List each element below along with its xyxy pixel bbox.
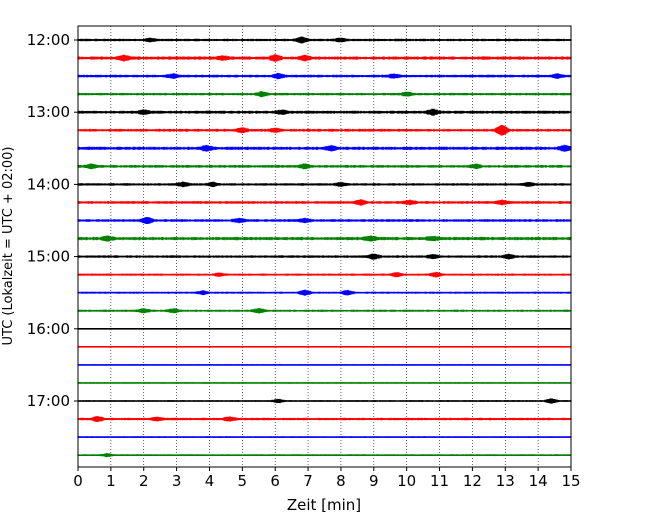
y-tick-label: 14:00 — [27, 175, 70, 193]
y-tick-label: 16:00 — [27, 320, 70, 338]
x-tick-label: 13 — [496, 472, 515, 490]
x-tick-label: 3 — [172, 472, 182, 490]
x-tick-label: 6 — [270, 472, 280, 490]
y-tick-label: 13:00 — [27, 103, 70, 121]
x-tick-label: 1 — [106, 472, 116, 490]
x-tick-label: 9 — [369, 472, 379, 490]
x-axis: 0 1 2 3 4 5 6 7 8 9 10 11 12 13 14 15 — [73, 467, 581, 490]
x-tick-label: 7 — [303, 472, 313, 490]
x-tick-label: 4 — [205, 472, 215, 490]
y-tick-label: 15:00 — [27, 248, 70, 266]
y-tick-label: 12:00 — [27, 31, 70, 49]
x-tick-label: 2 — [139, 472, 149, 490]
y-tick-label: 17:00 — [27, 392, 70, 410]
x-tick-label: 11 — [430, 472, 449, 490]
x-tick-label: 8 — [336, 472, 346, 490]
x-tick-label: 15 — [561, 472, 580, 490]
plot-frame — [77, 25, 572, 468]
x-tick-label: 0 — [73, 472, 83, 490]
x-axis-label: Zeit [min] — [287, 496, 361, 514]
seismogram-traces — [77, 36, 572, 458]
y-axis: 12:00 13:00 14:00 15:00 16:00 17:00 — [27, 31, 78, 410]
x-tick-label: 14 — [529, 472, 548, 490]
x-tick-label: 10 — [397, 472, 416, 490]
y-axis-label: UTC (Lokalzeit = UTC + 02:00) — [1, 147, 16, 346]
x-tick-label: 5 — [238, 472, 248, 490]
x-tick-label: 12 — [463, 472, 482, 490]
